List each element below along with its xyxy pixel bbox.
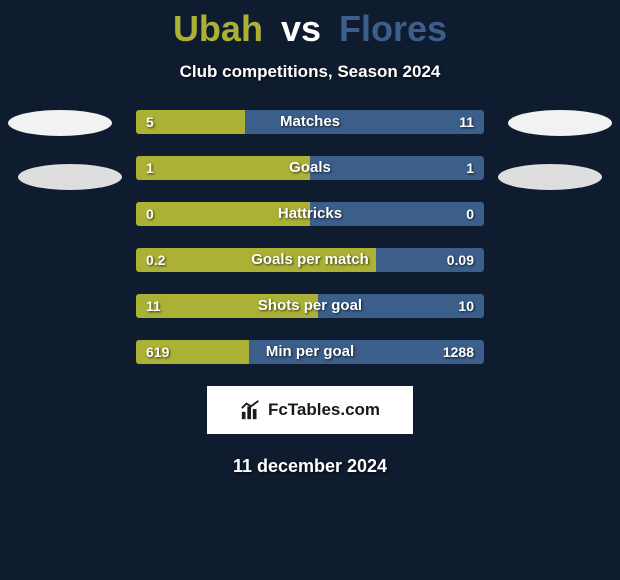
content-area: Matches511Goals11Hattricks00Goals per ma…: [0, 110, 620, 477]
stat-row: Min per goal619 1288: [136, 340, 484, 364]
player2-avatar-placeholder: [508, 110, 612, 136]
vs-label: vs: [281, 8, 321, 49]
stat-right-value: 0.09: [447, 248, 474, 272]
stat-label: Shots per goal: [136, 294, 484, 318]
stat-label: Min per goal: [136, 340, 484, 364]
stat-row: Shots per goal11 10: [136, 294, 484, 318]
brand-text: FcTables.com: [268, 400, 380, 420]
comparison-title: Ubah vs Flores: [0, 0, 620, 50]
stat-label: Matches: [136, 110, 484, 134]
stat-right-value: 1: [466, 156, 474, 180]
stat-right-value: 1288: [443, 340, 474, 364]
date-label: 11 december 2024: [0, 456, 620, 477]
stat-row: Goals1 1: [136, 156, 484, 180]
brand-chart-icon: [240, 399, 262, 421]
stat-left-value: 0.2: [146, 248, 165, 272]
stat-row: Hattricks0 0: [136, 202, 484, 226]
player1-name: Ubah: [173, 8, 263, 49]
stat-row: Matches5 11: [136, 110, 484, 134]
stat-left-value: 5: [146, 110, 154, 134]
stat-left-value: 619: [146, 340, 169, 364]
stat-right-value: 11: [459, 110, 474, 134]
brand-box: FcTables.com: [207, 386, 413, 434]
player2-name: Flores: [339, 8, 447, 49]
stat-right-value: 10: [458, 294, 474, 318]
stat-left-value: 0: [146, 202, 154, 226]
stat-left-value: 11: [146, 294, 161, 318]
stat-row: Goals per match0.2 0.09: [136, 248, 484, 272]
stat-label: Goals: [136, 156, 484, 180]
player2-team-placeholder: [498, 164, 602, 190]
stat-right-value: 0: [466, 202, 474, 226]
stat-label: Hattricks: [136, 202, 484, 226]
stat-left-value: 1: [146, 156, 154, 180]
stat-bars-container: Matches511Goals11Hattricks00Goals per ma…: [136, 110, 484, 364]
subtitle: Club competitions, Season 2024: [0, 62, 620, 82]
player1-team-placeholder: [18, 164, 122, 190]
stat-label: Goals per match: [136, 248, 484, 272]
player1-avatar-placeholder: [8, 110, 112, 136]
